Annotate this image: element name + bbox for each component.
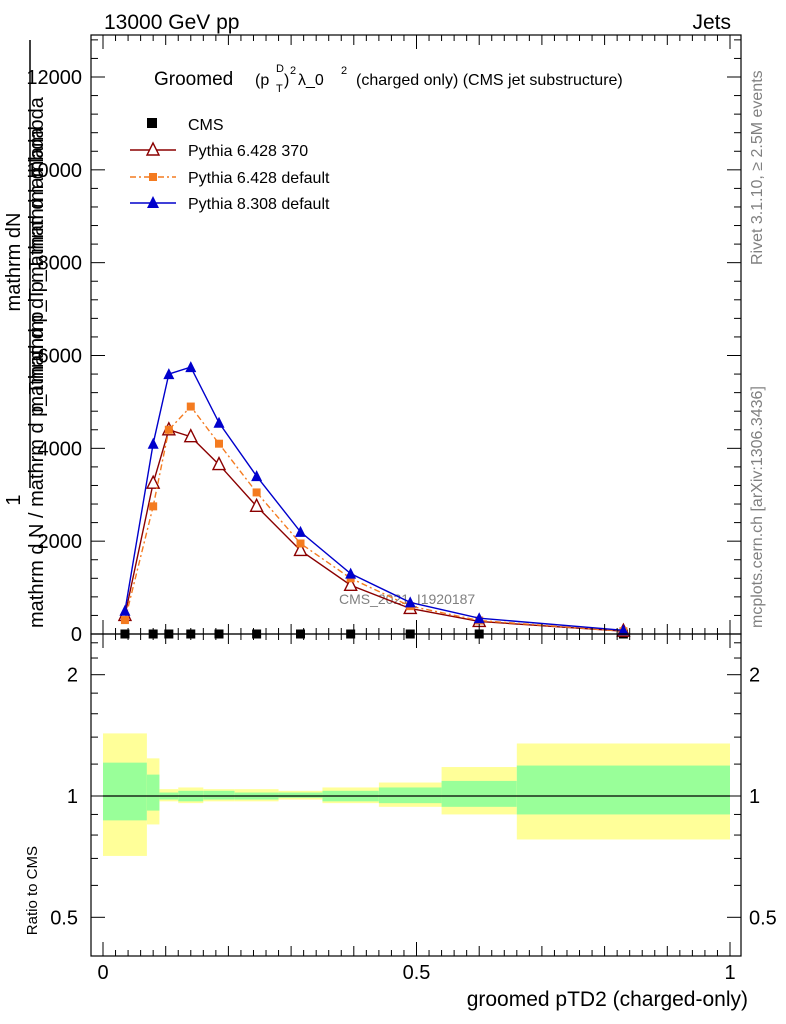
plot-title: Groomed (p D T ) 2 λ_0 2 (charged only) … — [154, 63, 623, 95]
ratio-inner-band-bin — [103, 762, 147, 821]
series-point-3 — [345, 567, 357, 579]
ratio-x-tick-label: 0.5 — [403, 962, 431, 984]
series-point-3 — [251, 470, 263, 482]
header-left: 13000 GeV pp — [104, 11, 239, 34]
title-lamsq: 2 — [341, 65, 347, 77]
mcplots-label: mcplots.cern.ch [arXiv:1306.3436] — [749, 386, 766, 628]
ratio-inner-band-bin — [278, 792, 323, 798]
series-point-1 — [249, 497, 264, 513]
series-point-1 — [211, 456, 227, 471]
main-y-tick-label: 10000 — [26, 160, 82, 182]
ratio-y-label: Ratio to CMS — [24, 846, 41, 935]
main-y-tick-label: 6000 — [38, 346, 83, 368]
main-y-tick-label: 0 — [71, 624, 82, 646]
header-right: Jets — [692, 11, 731, 34]
title-p: (p — [255, 72, 269, 89]
title-groomed: Groomed — [154, 69, 233, 90]
y-label-over: mathrm d N / mathrm d p_Tmathrm d p_T ma… — [26, 96, 48, 628]
legend: CMS Pythia 6.428 370 Pythia 6.428 defaul… — [130, 117, 330, 213]
series-point-2 — [186, 402, 195, 411]
ratio-y-tick-label: 2 — [67, 665, 78, 687]
series-point-2 — [164, 425, 173, 434]
title-sq: 2 — [290, 65, 296, 77]
ratio-y-tick-label: 0.5 — [50, 907, 78, 929]
series-point-3 — [147, 437, 159, 449]
series-point-3 — [185, 361, 197, 373]
series-point-2 — [149, 502, 158, 511]
ratio-x-tick-label: 0 — [97, 962, 108, 984]
main-y-tick-label: 2000 — [38, 531, 83, 553]
legend-p6-370-label: Pythia 6.428 370 — [188, 143, 308, 160]
series-point-3 — [617, 624, 629, 636]
series-point-3 — [404, 596, 416, 608]
title-D: D — [276, 63, 284, 75]
ratio-inner-band-bin — [146, 774, 160, 811]
legend-cms-label: CMS — [188, 117, 224, 134]
series-point-1 — [343, 576, 358, 591]
main-y-tick-label: 4000 — [38, 438, 83, 460]
ratio-inner-band-bin — [203, 790, 235, 800]
ratio-y-tick-label-right: 2 — [749, 665, 760, 687]
legend-p8-label: Pythia 8.308 default — [188, 196, 330, 213]
y-label-one: 1 — [3, 494, 25, 505]
series-point-2 — [120, 616, 129, 625]
title-close: ) — [284, 72, 289, 89]
series-point-3 — [295, 525, 307, 537]
series-point-1 — [146, 474, 161, 489]
ratio-inner-band-bin — [516, 765, 730, 815]
rivet-label: Rivet 3.1.10, ≥ 2.5M events — [749, 70, 766, 265]
series-point-2 — [252, 488, 261, 497]
legend-cms-marker — [147, 118, 157, 128]
ratio-y-tick-label-right: 0.5 — [749, 907, 777, 929]
ratio-y-tick-label-right: 1 — [749, 786, 760, 808]
main-y-tick-label: 12000 — [26, 67, 82, 89]
x-axis-label: groomed pTD2 (charged-only) — [467, 988, 748, 1011]
y-label-bottom: mathrm d p_T mathrm d lambda — [26, 126, 48, 412]
axes: 0 2000 4000 6000 8000 10000 12000 0 0.5 1 0.5 0.5 1 1… — [26, 34, 777, 984]
ratio-y-tick-label: 1 — [67, 786, 78, 808]
legend-p6-default-label: Pythia 6.428 default — [188, 170, 330, 187]
series-point-2 — [296, 539, 305, 548]
series-point-1 — [183, 428, 198, 443]
main-y-label: 1 mathrm d N / mathrm d p_Tmathrm d p_T … — [3, 40, 48, 628]
legend-p8-marker — [147, 196, 159, 208]
series-point-1 — [293, 541, 308, 557]
main-y-tick-label: 8000 — [38, 253, 83, 275]
series-point-3 — [163, 368, 175, 380]
analysis-watermark: CMS_2021_I1920187 — [339, 591, 475, 607]
series-point-3 — [473, 612, 485, 624]
legend-p6-default-marker — [149, 173, 157, 181]
legend-p6-370-marker — [145, 141, 161, 156]
ratio-x-tick-label: 1 — [724, 962, 735, 984]
series-point-2 — [214, 439, 223, 448]
title-rest: (charged only) (CMS jet substructure) — [356, 72, 623, 89]
series-line-2 — [124, 405, 624, 632]
y-label-top: mathrm dN — [3, 213, 25, 312]
title-lambda: λ_0 — [298, 72, 324, 89]
title-T: T — [276, 83, 283, 95]
ratio-inner-band-bin — [441, 780, 517, 807]
series-point-3 — [119, 604, 131, 616]
ratio-inner-band-bin — [378, 787, 442, 804]
series-point-3 — [213, 416, 225, 428]
ratio-bands — [103, 733, 730, 856]
